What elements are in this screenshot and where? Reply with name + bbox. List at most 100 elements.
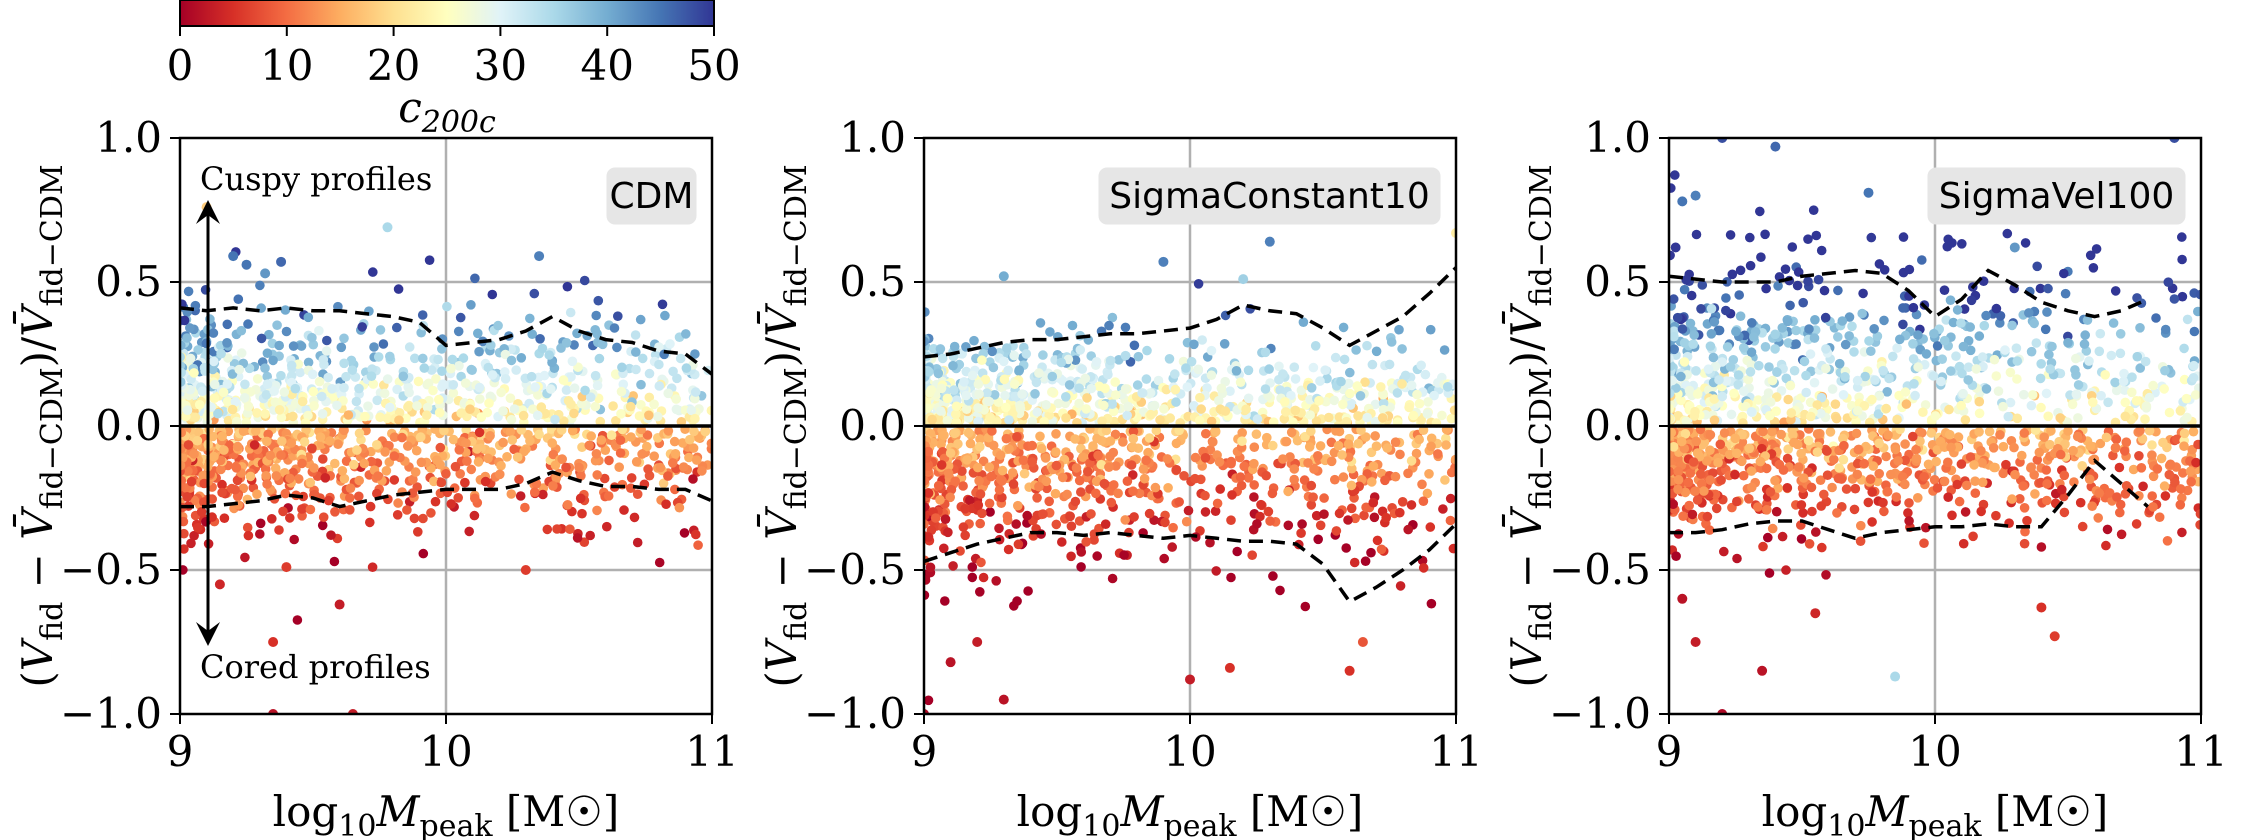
scatter-point [1783, 338, 1794, 348]
scatter-point [303, 312, 314, 323]
y-tick-label: 0.0 [95, 401, 162, 450]
scatter-point [1380, 475, 1390, 486]
scatter-point [1129, 340, 1140, 351]
scatter-point [689, 426, 699, 437]
scatter-point [1110, 390, 1121, 400]
scatter-point [1961, 480, 1972, 491]
scatter-point [1781, 565, 1791, 575]
scatter-point [222, 396, 233, 407]
colorbar-tick-label: 30 [474, 41, 527, 90]
y-tick-label: 1.0 [95, 113, 162, 162]
scatter-point [677, 438, 688, 448]
panel-label-box [1098, 167, 1441, 225]
scatter-point [1057, 537, 1067, 547]
scatter-point [2147, 440, 2157, 450]
scatter-point [1833, 332, 1843, 342]
scatter-point [1300, 601, 1311, 612]
scatter-point [502, 452, 512, 462]
scatter-point [1804, 539, 1815, 549]
scatter-point [1755, 206, 1765, 217]
scatter-point [688, 443, 699, 453]
scatter-point [1757, 443, 1767, 454]
scatter-point [339, 425, 349, 436]
scatter-point [671, 404, 682, 415]
scatter-point [591, 449, 602, 459]
scatter-point [1091, 488, 1101, 499]
scatter-point [561, 462, 571, 473]
scatter-point [2041, 388, 2052, 399]
scatter-point [296, 341, 307, 351]
scatter-point [1226, 515, 1236, 525]
scatter-point [1283, 520, 1294, 531]
scatter-point [567, 425, 578, 436]
scatter-point [1783, 444, 1793, 455]
scatter-point [1107, 573, 1118, 584]
scatter-point [1210, 506, 1221, 516]
scatter-point [1730, 469, 1740, 480]
scatter-point [262, 436, 272, 447]
scatter-point [1995, 318, 2005, 328]
scatter-point [1122, 410, 1132, 421]
scatter-point [594, 353, 605, 364]
scatter-point [982, 388, 992, 398]
scatter-point [562, 281, 573, 292]
scatter-point [1137, 388, 1147, 398]
scatter-point [675, 353, 686, 364]
scatter-point [975, 434, 985, 444]
scatter-point [305, 477, 316, 488]
scatter-point [290, 383, 301, 394]
scatter-point [2135, 363, 2145, 373]
scatter-point [949, 428, 960, 439]
scatter-point [483, 362, 494, 373]
scatter-point [208, 364, 218, 375]
panel-sigmavel100: 9 10 111.00.50.0−0.5−1.0SigmaVel100log10Mp… [1500, 113, 2227, 840]
scatter-point [365, 517, 375, 528]
cored-annotation: Cored profiles [200, 648, 431, 686]
scatter-point [1445, 515, 1456, 526]
scatter-point [2055, 449, 2066, 460]
scatter-point [1764, 410, 1775, 421]
scatter-point [1384, 359, 1395, 370]
scatter-point [1685, 468, 1696, 479]
scatter-point [1939, 335, 1950, 346]
scatter-point [2041, 465, 2052, 475]
scatter-point [1097, 416, 1107, 427]
scatter-point [472, 444, 482, 454]
scatter-point [2069, 477, 2079, 487]
scatter-point [1249, 442, 1260, 453]
scatter-point [186, 476, 197, 487]
scatter-point [1676, 436, 1687, 447]
scatter-point [537, 343, 548, 354]
scatter-point [533, 372, 544, 383]
scatter-point [585, 392, 596, 403]
scatter-point [957, 466, 967, 477]
panel-label-text: SigmaConstant10 [1109, 176, 1429, 217]
scatter-point [1081, 537, 1091, 547]
colorbar-ticks: 0 10 20 30 40 50 [167, 26, 741, 90]
scatter-point [1219, 339, 1230, 349]
scatter-point [1838, 390, 1849, 400]
y-tick-label: 0.5 [95, 257, 162, 306]
scatter-point [1438, 504, 1448, 514]
scatter-point [951, 409, 961, 420]
scatter-point [1252, 519, 1262, 529]
scatter-point [1684, 500, 1694, 511]
scatter-point [1785, 300, 1795, 311]
scatter-point [1018, 455, 1029, 466]
scatter-outlier [1677, 196, 1688, 207]
scatter-point [515, 491, 526, 501]
scatter-point [535, 334, 545, 344]
scatter-point [1126, 460, 1137, 470]
scatter-point [936, 460, 947, 470]
scatter-point [997, 492, 1007, 503]
scatter-point [219, 445, 229, 455]
scatter-point [691, 529, 701, 540]
scatter-point [292, 615, 303, 625]
y-tick-label: 0.5 [1584, 257, 1651, 306]
scatter-point [1904, 498, 1914, 508]
scatter-point [632, 489, 643, 500]
scatter-point [367, 562, 378, 572]
scatter-point [1995, 311, 2006, 321]
scatter-point [1989, 354, 2000, 365]
scatter-point [1831, 413, 1842, 424]
